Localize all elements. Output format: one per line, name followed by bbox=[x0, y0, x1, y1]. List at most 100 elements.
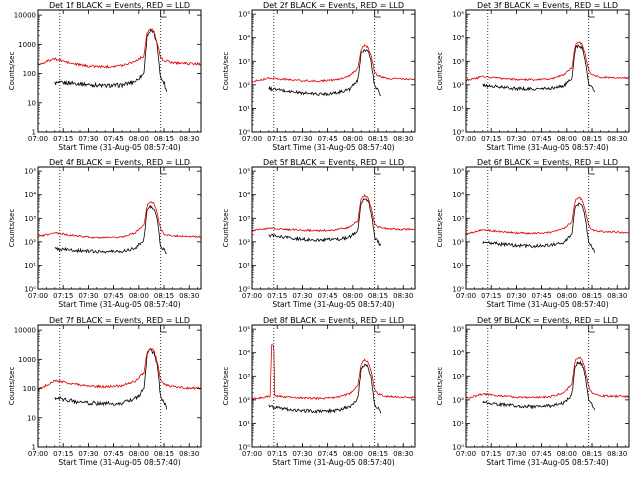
y-tick-label-4f-4: 10⁴ bbox=[24, 191, 36, 199]
y-axis-label-3f: Counts/sec bbox=[436, 52, 444, 91]
event-bracket-6f bbox=[588, 167, 595, 175]
x-tick-label-8f-5: 08:15 bbox=[368, 450, 388, 458]
x-tick-label-1f-2: 07:30 bbox=[78, 135, 98, 143]
y-tick-label-6f-0: 10⁰ bbox=[452, 286, 464, 294]
x-tick-label-5f-5: 08:15 bbox=[368, 292, 388, 300]
x-tick-label-3f-2: 07:30 bbox=[506, 135, 526, 143]
y-tick-label-3f-2: 10² bbox=[452, 81, 464, 89]
y-tick-label-9f-3: 10³ bbox=[452, 373, 464, 381]
series-line-2f-1 bbox=[252, 44, 415, 83]
panel-title-1f: Det 1f BLACK = Events, RED = LLD bbox=[49, 1, 190, 10]
x-tick-label-9f-4: 08:00 bbox=[557, 450, 577, 458]
y-tick-label-2f-2: 10² bbox=[238, 81, 250, 89]
event-bracket-3f bbox=[588, 10, 595, 18]
y-tick-label-9f-1: 10¹ bbox=[452, 420, 464, 428]
x-tick-label-9f-0: 07:00 bbox=[456, 450, 476, 458]
x-tick-label-1f-3: 07:45 bbox=[104, 135, 124, 143]
x-tick-label-1f-5: 08:15 bbox=[154, 135, 174, 143]
x-tick-label-4f-0: 07:00 bbox=[28, 292, 48, 300]
plot-frame-8f bbox=[251, 324, 416, 448]
x-tick-label-7f-3: 07:45 bbox=[104, 450, 124, 458]
series-line-7f-0 bbox=[54, 348, 168, 410]
y-tick-label-3f-4: 10⁴ bbox=[452, 34, 464, 42]
y-tick-label-3f-1: 10¹ bbox=[452, 105, 464, 113]
x-tick-label-7f-0: 07:00 bbox=[28, 450, 48, 458]
x-tick-label-3f-3: 07:45 bbox=[532, 135, 552, 143]
x-axis-label-6f: Start Time (31-Aug-05 08:57:40) bbox=[486, 300, 608, 309]
series-line-6f-1 bbox=[466, 196, 629, 235]
x-tick-label-2f-0: 07:00 bbox=[242, 135, 262, 143]
y-tick-label-2f-3: 10³ bbox=[238, 58, 250, 66]
y-tick-label-1f-4: 10000 bbox=[14, 12, 36, 20]
y-tick-label-1f-1: 10 bbox=[27, 99, 36, 107]
event-bracket-8f bbox=[374, 325, 381, 333]
panel-6f: Det 6f BLACK = Events, RED = LLD 07:00 07:… bbox=[436, 158, 630, 309]
plot-frame-6f bbox=[465, 166, 630, 290]
x-tick-label-7f-2: 07:30 bbox=[78, 450, 98, 458]
y-tick-label-4f-5: 10⁵ bbox=[24, 168, 36, 176]
x-tick-label-8f-2: 07:30 bbox=[292, 450, 312, 458]
x-tick-label-8f-1: 07:15 bbox=[267, 450, 287, 458]
series-line-1f-1 bbox=[38, 28, 201, 70]
series-line-3f-1 bbox=[466, 41, 629, 82]
x-axis-label-4f: Start Time (31-Aug-05 08:57:40) bbox=[58, 300, 180, 309]
y-tick-label-7f-3: 1000 bbox=[18, 356, 36, 364]
x-tick-label-2f-5: 08:15 bbox=[368, 135, 388, 143]
series-line-5f-0 bbox=[268, 198, 382, 247]
panel-series-group-8f bbox=[252, 344, 415, 414]
y-tick-label-6f-5: 10⁵ bbox=[452, 168, 464, 176]
series-line-8f-0 bbox=[268, 363, 382, 414]
event-bracket-2f bbox=[374, 10, 381, 18]
x-tick-label-5f-2: 07:30 bbox=[292, 292, 312, 300]
panel-title-3f: Det 3f BLACK = Events, RED = LLD bbox=[477, 1, 618, 10]
series-line-9f-0 bbox=[482, 360, 596, 411]
series-line-6f-0 bbox=[482, 202, 596, 253]
y-tick-label-5f-4: 10⁴ bbox=[238, 191, 250, 199]
y-axis-label-4f: Counts/sec bbox=[8, 209, 16, 248]
y-tick-label-3f-3: 10³ bbox=[452, 58, 464, 66]
x-tick-label-7f-4: 08:00 bbox=[129, 450, 149, 458]
panel-series-group-5f bbox=[252, 193, 415, 247]
y-axis-label-1f: Counts/sec bbox=[8, 52, 16, 91]
y-tick-label-8f-5: 10⁵ bbox=[238, 326, 250, 334]
x-tick-label-9f-6: 08:30 bbox=[607, 450, 627, 458]
y-axis-label-7f: Counts/sec bbox=[8, 367, 16, 406]
y-tick-label-8f-2: 10² bbox=[238, 396, 250, 404]
y-tick-label-6f-3: 10³ bbox=[452, 215, 464, 223]
panel-title-6f: Det 6f BLACK = Events, RED = LLD bbox=[477, 158, 618, 167]
x-tick-label-7f-6: 08:30 bbox=[179, 450, 199, 458]
y-tick-label-1f-3: 1000 bbox=[18, 41, 36, 49]
x-tick-label-3f-5: 08:15 bbox=[582, 135, 602, 143]
x-tick-label-5f-1: 07:15 bbox=[267, 292, 287, 300]
panel-series-group-6f bbox=[466, 196, 629, 253]
panel-series-group-9f bbox=[466, 356, 629, 411]
x-tick-label-2f-1: 07:15 bbox=[267, 135, 287, 143]
y-tick-label-5f-2: 10² bbox=[238, 238, 250, 246]
panel-title-9f: Det 9f BLACK = Events, RED = LLD bbox=[477, 316, 618, 325]
y-tick-label-3f-5: 10⁵ bbox=[452, 11, 464, 19]
y-axis-label-9f: Counts/sec bbox=[436, 367, 444, 406]
x-tick-label-6f-6: 08:30 bbox=[607, 292, 627, 300]
x-tick-label-4f-2: 07:30 bbox=[78, 292, 98, 300]
y-tick-label-7f-4: 10000 bbox=[14, 327, 36, 335]
series-line-4f-1 bbox=[38, 201, 201, 239]
y-tick-label-6f-2: 10² bbox=[452, 238, 464, 246]
y-tick-label-6f-4: 10⁴ bbox=[452, 191, 464, 199]
panel-title-7f: Det 7f BLACK = Events, RED = LLD bbox=[49, 316, 190, 325]
panel-series-group-1f bbox=[38, 28, 201, 92]
y-tick-label-7f-1: 10 bbox=[27, 414, 36, 422]
y-tick-label-9f-5: 10⁵ bbox=[452, 326, 464, 334]
x-tick-label-1f-6: 08:30 bbox=[179, 135, 199, 143]
x-tick-label-6f-0: 07:00 bbox=[456, 292, 476, 300]
x-axis-label-8f: Start Time (31-Aug-05 08:57:40) bbox=[272, 458, 394, 467]
panel-title-2f: Det 2f BLACK = Events, RED = LLD bbox=[263, 1, 404, 10]
x-axis-label-7f: Start Time (31-Aug-05 08:57:40) bbox=[58, 458, 180, 467]
x-tick-label-6f-2: 07:30 bbox=[506, 292, 526, 300]
y-tick-label-1f-0: 1 bbox=[32, 129, 36, 137]
y-tick-label-2f-4: 10⁴ bbox=[238, 34, 250, 42]
y-axis-label-2f: Counts/sec bbox=[222, 52, 230, 91]
x-tick-label-6f-4: 08:00 bbox=[557, 292, 577, 300]
x-tick-label-2f-6: 08:30 bbox=[393, 135, 413, 143]
plot-frame-2f bbox=[251, 9, 416, 133]
